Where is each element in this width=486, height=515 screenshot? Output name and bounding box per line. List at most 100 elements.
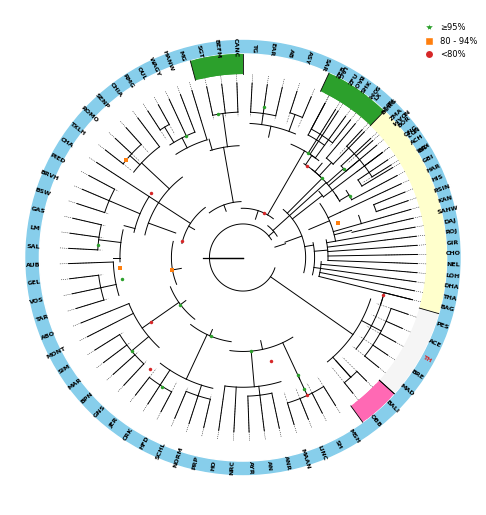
- Text: MG: MG: [177, 50, 186, 63]
- Text: KAN: KAN: [437, 195, 453, 204]
- Text: OUL: OUL: [136, 66, 147, 81]
- Circle shape: [28, 43, 458, 472]
- Text: SCHL: SCHL: [155, 442, 167, 460]
- Text: ZEB: ZEB: [336, 65, 347, 79]
- Text: LX: LX: [373, 91, 383, 101]
- Text: OBB: OBB: [369, 414, 382, 428]
- Text: THA: THA: [442, 294, 457, 301]
- Text: SAR: SAR: [320, 56, 330, 72]
- Circle shape: [31, 45, 455, 470]
- Polygon shape: [325, 75, 367, 112]
- Text: HFD: HFD: [139, 436, 150, 451]
- Text: SH: SH: [334, 439, 343, 451]
- Text: SENP: SENP: [94, 93, 110, 110]
- Text: LM: LM: [29, 225, 40, 231]
- Text: CHA: CHA: [59, 137, 74, 149]
- Text: CANC: CANC: [233, 38, 239, 57]
- Text: RMG: RMG: [122, 73, 135, 90]
- Text: SGT: SGT: [195, 45, 203, 59]
- Text: LOH: LOH: [445, 273, 460, 279]
- Text: GNS: GNS: [93, 404, 106, 419]
- Text: CHO: CHO: [446, 251, 461, 256]
- Text: BR: BR: [418, 145, 429, 154]
- Text: PIED: PIED: [49, 152, 66, 165]
- Polygon shape: [351, 380, 394, 422]
- Polygon shape: [195, 54, 242, 79]
- Text: BRE: BRE: [410, 369, 425, 381]
- Circle shape: [60, 74, 426, 441]
- Legend: ≥95%, 80 - 94%, <80%: ≥95%, 80 - 94%, <80%: [417, 20, 481, 62]
- Text: TAR: TAR: [35, 315, 49, 323]
- Text: RSIN: RSIN: [433, 184, 451, 194]
- Text: GBI: GBI: [422, 153, 435, 164]
- Text: ROMO: ROMO: [80, 105, 99, 123]
- Text: BAO: BAO: [351, 74, 364, 89]
- Text: TH: TH: [422, 355, 432, 364]
- Text: CRK: CRK: [122, 426, 135, 441]
- Text: ZMA: ZMA: [389, 107, 404, 121]
- Text: BAG: BAG: [439, 304, 455, 313]
- Text: PES: PES: [434, 321, 449, 331]
- Text: MSH: MSH: [348, 427, 361, 444]
- Text: GIR: GIR: [447, 240, 459, 246]
- Text: KUR: KUR: [414, 140, 429, 152]
- Text: AN: AN: [265, 461, 272, 472]
- Text: GAS: GAS: [31, 206, 46, 214]
- Text: JER: JER: [108, 417, 119, 430]
- Text: ND1: ND1: [380, 96, 393, 111]
- Text: NORM: NORM: [172, 447, 184, 469]
- Text: BEFM: BEFM: [214, 39, 221, 59]
- Text: NEL: NEL: [446, 262, 460, 268]
- Text: BORG: BORG: [380, 97, 398, 115]
- Polygon shape: [370, 111, 447, 314]
- Text: CHIA: CHIA: [109, 81, 123, 98]
- Text: MONT: MONT: [45, 346, 66, 360]
- Text: AYR: AYR: [247, 461, 253, 474]
- Text: MAR: MAR: [67, 377, 83, 391]
- Polygon shape: [357, 98, 447, 312]
- Text: MAD: MAD: [399, 383, 415, 397]
- Text: BOR: BOR: [397, 115, 412, 129]
- Text: BRVH: BRVH: [39, 169, 60, 181]
- Polygon shape: [191, 54, 243, 80]
- Text: DHA: DHA: [443, 283, 459, 290]
- Text: LINC: LINC: [316, 444, 327, 461]
- Text: HANW: HANW: [161, 50, 174, 73]
- Text: ABO: ABO: [40, 331, 56, 341]
- Text: BSW: BSW: [35, 187, 52, 197]
- Text: ONG: ONG: [403, 124, 419, 138]
- Text: VOS: VOS: [30, 297, 45, 305]
- Circle shape: [26, 41, 460, 474]
- Text: DAJ: DAJ: [444, 217, 457, 225]
- Polygon shape: [321, 73, 384, 126]
- Text: ZFU: ZFU: [348, 72, 360, 87]
- Text: LAG: LAG: [336, 64, 347, 79]
- Text: ANR: ANR: [283, 455, 291, 471]
- Text: MAAN: MAAN: [299, 448, 310, 470]
- Text: HO: HO: [210, 460, 217, 471]
- Text: SAL: SAL: [26, 244, 40, 249]
- Polygon shape: [355, 384, 391, 419]
- Circle shape: [39, 54, 447, 461]
- Text: SOM: SOM: [365, 84, 380, 100]
- Text: ACE: ACE: [428, 338, 442, 348]
- Text: GEL: GEL: [27, 280, 41, 286]
- Text: ACH: ACH: [410, 134, 425, 146]
- Text: WAGY: WAGY: [147, 56, 161, 77]
- Text: ROJ: ROJ: [445, 229, 458, 235]
- Text: NRC: NRC: [229, 460, 235, 475]
- Text: BALI: BALI: [384, 399, 399, 414]
- Text: AUB: AUB: [25, 262, 40, 268]
- Text: SIM: SIM: [58, 363, 71, 374]
- Text: HIS: HIS: [432, 174, 445, 183]
- Text: EAR: EAR: [269, 42, 276, 57]
- Text: ASY: ASY: [303, 50, 312, 65]
- Text: TXLH: TXLH: [69, 121, 86, 135]
- Text: BPN: BPN: [80, 391, 94, 405]
- Polygon shape: [380, 308, 439, 394]
- Text: SHK: SHK: [360, 80, 373, 95]
- Text: PRP: PRP: [191, 455, 200, 470]
- Text: TG: TG: [251, 43, 257, 52]
- Text: AB: AB: [287, 47, 294, 58]
- Text: NDAM: NDAM: [389, 108, 409, 126]
